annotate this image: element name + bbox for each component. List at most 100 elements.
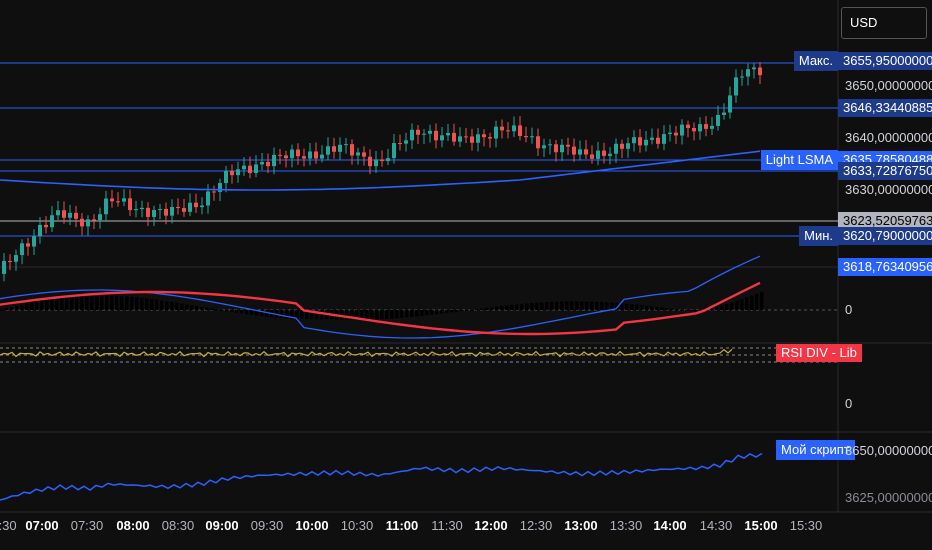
candle-body <box>218 183 222 192</box>
candle-body <box>314 151 318 159</box>
candle-body <box>716 114 720 126</box>
rsi-indicator-label[interactable]: RSI DIV - Lib <box>776 344 862 362</box>
macd-histogram-bar <box>385 310 389 319</box>
macd-histogram-bar <box>660 307 664 310</box>
candle-body <box>38 224 42 237</box>
candle-body <box>92 219 96 221</box>
candle-body <box>572 146 576 155</box>
candlestick-series <box>2 62 762 282</box>
candle-body <box>8 260 12 262</box>
script-indicator-label[interactable]: Мой скрипт <box>776 440 855 460</box>
macd-histogram-bar <box>405 310 409 318</box>
time-tick: 13:30 <box>609 518 643 533</box>
macd-histogram-bar <box>745 297 749 310</box>
macd-histogram-bar <box>530 303 534 310</box>
macd-histogram-bar <box>245 310 249 315</box>
macd-histogram-bar <box>445 310 449 313</box>
level-label-2[interactable]: 3633,7287675041 <box>838 162 932 180</box>
candle-body <box>656 137 660 144</box>
lsma-label-tag[interactable]: Light LSMA <box>760 150 838 170</box>
candle-body <box>68 212 72 218</box>
macd-histogram-bar <box>275 310 279 318</box>
candle-body <box>692 128 696 132</box>
macd-histogram-bar <box>600 302 604 310</box>
level-label-1[interactable]: 3646,3344088511 <box>838 99 932 117</box>
candle-body <box>206 191 210 206</box>
min-label[interactable]: 3620,7900000000 <box>838 227 932 245</box>
macd-histogram-bar <box>480 308 484 310</box>
macd-histogram-bar <box>625 303 629 310</box>
candle-body <box>578 149 582 155</box>
macd-histogram-bar <box>140 297 144 310</box>
macd-histogram-bar <box>240 310 244 314</box>
macd-histogram-bar <box>395 310 399 319</box>
macd-histogram-bar <box>130 296 134 310</box>
candle-body <box>686 124 690 129</box>
rsi-pane <box>0 347 838 363</box>
candle-body <box>614 143 618 154</box>
candle-body <box>410 129 414 141</box>
macd-histogram-bar <box>185 304 189 310</box>
candle-body <box>152 210 156 217</box>
macd-histogram-bar <box>520 303 524 310</box>
candle-body <box>380 159 384 162</box>
candle-body <box>422 133 426 135</box>
macd-histogram-bar <box>455 310 459 312</box>
max-label-tag[interactable]: Макс. <box>793 51 838 71</box>
macd-histogram-bar <box>715 307 719 310</box>
candle-body <box>542 145 546 149</box>
script-tick-1: 3650,0000000000 <box>845 443 932 458</box>
macd-histogram-bar <box>305 310 309 320</box>
time-tick: 12:00 <box>474 518 508 533</box>
cut-label[interactable]: 3618,7634095670 <box>838 258 932 276</box>
macd-histogram-bar <box>720 305 724 310</box>
lsma-line <box>0 150 761 191</box>
candle-body <box>308 151 312 159</box>
macd-histogram-bar <box>415 310 419 317</box>
candle-body <box>734 77 738 96</box>
price-tick: 3640,0000000000 <box>845 130 932 145</box>
candle-body <box>632 137 636 144</box>
macd-histogram-bar <box>195 306 199 310</box>
macd-histogram-bar <box>90 295 94 310</box>
macd-histogram-bar <box>760 292 764 310</box>
macd-histogram-bar <box>100 295 104 310</box>
time-tick: 10:30 <box>340 518 374 533</box>
candle-body <box>494 126 498 139</box>
candle-body <box>476 134 480 143</box>
min-label-tag[interactable]: Мин. <box>799 226 838 246</box>
time-tick: 11:00 <box>385 518 419 533</box>
macd-histogram-bar <box>105 295 109 310</box>
macd-histogram-bar <box>565 301 569 310</box>
macd-histogram-bar <box>440 310 444 314</box>
candle-body <box>644 139 648 146</box>
script-pane <box>0 452 763 501</box>
macd-histogram-bar <box>590 301 594 310</box>
candle-body <box>212 191 216 193</box>
macd-histogram-bar <box>485 307 489 310</box>
macd-histogram-bar <box>10 307 14 310</box>
macd-histogram-bar <box>585 301 589 310</box>
macd-zero-label: 0 <box>845 302 853 317</box>
max-label[interactable]: 3655,9500000000 <box>838 52 932 70</box>
macd-histogram-bar <box>690 310 694 312</box>
candle-body <box>332 146 336 152</box>
macd-histogram-bar <box>490 307 494 310</box>
candle-body <box>104 198 108 215</box>
macd-histogram-bar <box>345 310 349 320</box>
candle-body <box>44 224 48 228</box>
candle-body <box>356 152 360 156</box>
macd-histogram-bar <box>285 310 289 319</box>
currency-selector[interactable]: USD <box>841 7 927 39</box>
candle-body <box>662 134 666 144</box>
candle-body <box>182 208 186 212</box>
macd-histogram-bar <box>375 310 379 320</box>
macd-histogram-bar <box>15 305 19 310</box>
time-tick: 11:30 <box>431 518 463 533</box>
macd-histogram-bar <box>515 304 519 310</box>
grey-level-label[interactable]: 3623,5205976361 <box>838 212 932 230</box>
candle-body <box>674 132 678 136</box>
macd-histogram-bar <box>420 310 424 316</box>
macd-histogram-bar <box>710 308 714 310</box>
